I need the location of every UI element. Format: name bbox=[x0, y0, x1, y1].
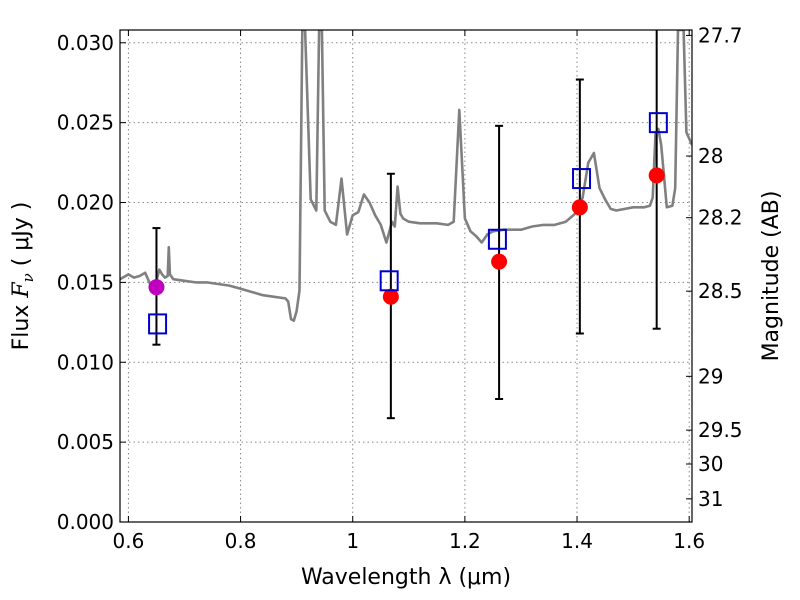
y2-tick-label: 30 bbox=[698, 452, 723, 476]
x-tick-label: 1.2 bbox=[449, 529, 481, 553]
y-axis-label: Flux Fν ( μJy ) bbox=[9, 202, 37, 351]
y2-tick-label: 29 bbox=[698, 364, 723, 388]
x-tick-label: 1.6 bbox=[673, 529, 705, 553]
model-point bbox=[379, 270, 399, 292]
photometry-point bbox=[491, 253, 508, 270]
y2-tick-label: 29.5 bbox=[698, 418, 743, 442]
photometry-point bbox=[648, 167, 665, 184]
spectrum-line bbox=[120, 30, 692, 322]
model-point bbox=[572, 168, 592, 190]
y-tick-label: 0.010 bbox=[57, 350, 114, 374]
y2-tick-label: 27.7 bbox=[698, 23, 743, 47]
y-tick-label: 0.015 bbox=[57, 270, 114, 294]
y-tick-label: 0.025 bbox=[57, 111, 114, 135]
x-axis-ticks: 0.6 0.8 1 1.2 1.4 1.6 bbox=[113, 30, 705, 553]
y2-axis-ticks: 27.7 28 28.2 28.5 29 29.5 30 31 bbox=[686, 23, 743, 511]
x-axis-label: Wavelength λ (μm) bbox=[301, 565, 511, 590]
photometry-point bbox=[148, 279, 165, 296]
y2-tick-label: 28 bbox=[698, 144, 723, 168]
model-point bbox=[487, 228, 507, 250]
y2-axis-label: Magnitude (AB) bbox=[759, 191, 784, 362]
photometry-point bbox=[382, 288, 399, 305]
y-tick-label: 0.000 bbox=[57, 510, 114, 534]
y-tick-label: 0.030 bbox=[57, 31, 114, 55]
y2-tick-label: 31 bbox=[698, 487, 723, 511]
model-series bbox=[148, 112, 668, 335]
x-tick-label: 0.8 bbox=[225, 529, 257, 553]
model-point bbox=[648, 112, 668, 134]
photometry-point bbox=[571, 199, 588, 216]
errorbar-series bbox=[152, 30, 661, 420]
grid bbox=[120, 30, 692, 522]
plot-frame bbox=[119, 29, 693, 523]
spectrum-series bbox=[120, 30, 692, 322]
y2-tick-label: 28.5 bbox=[698, 279, 743, 303]
x-tick-label: 1.4 bbox=[561, 529, 593, 553]
y-axis-ticks: 0.000 0.005 0.010 0.015 0.020 0.025 0.030 bbox=[57, 31, 126, 534]
y-tick-label: 0.005 bbox=[57, 430, 114, 454]
x-tick-label: 1 bbox=[346, 529, 359, 553]
x-tick-label: 0.6 bbox=[113, 529, 145, 553]
model-point bbox=[148, 313, 168, 335]
y-tick-label: 0.020 bbox=[57, 191, 114, 215]
y2-tick-label: 28.2 bbox=[698, 206, 743, 230]
photometry-series bbox=[148, 167, 665, 305]
